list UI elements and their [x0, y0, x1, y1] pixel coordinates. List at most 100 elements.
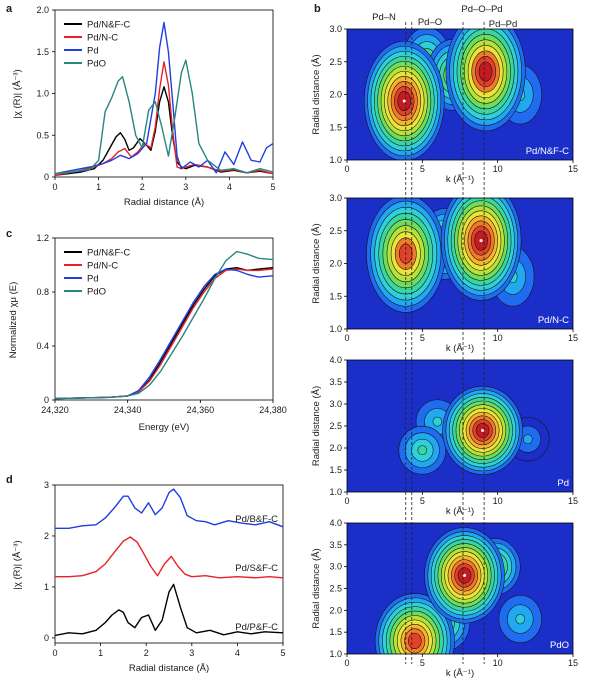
y-tick-label: 1.2 [36, 233, 49, 243]
x-axis-label: Radial distance (Å) [129, 663, 209, 674]
map-sample-name: Pd/N-C [538, 315, 569, 326]
y-tick-label: 1.5 [36, 47, 49, 57]
x-axis-label: k (Å⁻¹) [446, 174, 474, 185]
y-tick-label: 2.5 [329, 57, 342, 67]
y-tick-label: 3.0 [329, 193, 342, 203]
panel-c: 24,320 24,340 24,360 24,380 0 0.4 0.8 1.2 Energ… [8, 233, 287, 433]
x-tick-label: 0 [52, 182, 57, 192]
y-tick-label: 1.0 [329, 324, 342, 334]
y-tick-label: 3 [44, 480, 49, 490]
y-tick-label: 2.5 [329, 584, 342, 594]
y-tick-label: 4.0 [329, 518, 342, 528]
x-tick-label: 2 [144, 648, 149, 658]
y-tick-label: 2.0 [329, 443, 342, 453]
map-sample-name: Pd/N&F-C [526, 146, 569, 157]
x-tick-label: 15 [568, 164, 578, 174]
y-tick-label: 1.5 [329, 291, 342, 301]
series-line-pd-n-f-c [55, 86, 273, 176]
peak-marker [402, 99, 406, 103]
panel-label-a: a [6, 3, 13, 15]
legend-entry: PdO [87, 287, 106, 298]
map-sample-name: Pd [557, 478, 569, 489]
x-tick-label: 24,380 [259, 405, 287, 415]
plot-frame [54, 237, 274, 401]
contour-map-pd-n-c: 1.0 1.5 2.0 2.5 3.0 0 5 10 15 k (Å⁻¹) Radial dista… [311, 193, 578, 354]
legend-entry: Pd/N-C [87, 261, 118, 272]
series-line-pd [55, 268, 273, 400]
y-axis-label: |χ (R)| (Å⁻³) [12, 540, 23, 589]
series-line-pdo [55, 59, 273, 175]
peak-marker [481, 428, 485, 432]
y-tick-label: 1.5 [329, 122, 342, 132]
x-tick-label: 0 [344, 333, 349, 343]
legend-entry: Pd [87, 46, 99, 57]
series-line-pd-n-c [55, 61, 273, 176]
contour-level [478, 61, 493, 82]
y-tick-label: 3.0 [329, 24, 342, 34]
y-tick-label: 1.0 [329, 649, 342, 659]
y-tick-label: 2.5 [329, 421, 342, 431]
x-tick-label: 5 [420, 333, 425, 343]
legend-entry: Pd/N&F-C [87, 20, 130, 31]
bond-annotation: Pd–Pd [489, 19, 518, 30]
x-tick-label: 0 [344, 496, 349, 506]
y-tick-label: 3.5 [329, 540, 342, 550]
series-line-pdo [55, 250, 273, 400]
y-axis-label: Radial distance (Å) [311, 54, 322, 134]
x-tick-label: 0 [52, 648, 57, 658]
y-tick-label: 2.5 [329, 226, 342, 236]
y-tick-label: 2.0 [329, 259, 342, 269]
contour-level [432, 416, 443, 427]
x-tick-label: 1 [98, 648, 103, 658]
x-tick-label: 24,360 [187, 405, 215, 415]
y-tick-label: 4.0 [329, 355, 342, 365]
series-label: Pd/B&F-C [235, 514, 278, 525]
contour-map-pd-n-f-c: 1.0 1.5 2.0 2.5 3.0 0 5 10 15 k (Å⁻¹) Radial dista… [311, 24, 578, 185]
y-tick-label: 2 [44, 531, 49, 541]
contour-level [408, 632, 422, 649]
contour-level [523, 434, 533, 445]
legend-entry: Pd [87, 274, 99, 285]
peak-marker [462, 573, 467, 578]
bond-annotation: Pd–N [372, 12, 396, 23]
y-axis-label: |χ (R)| (Å⁻³) [12, 69, 23, 118]
x-tick-label: 5 [280, 648, 285, 658]
y-axis-label: Normalized χμ (E) [8, 282, 19, 358]
series-label: Pd/P&F-C [235, 622, 278, 633]
plot-frame [54, 484, 284, 644]
x-tick-label: 24,320 [41, 405, 69, 415]
y-axis-label: Radial distance (Å) [311, 548, 322, 628]
x-axis-label: k (Å⁻¹) [446, 668, 474, 679]
x-tick-label: 24,340 [114, 405, 142, 415]
y-tick-label: 3.5 [329, 377, 342, 387]
x-tick-label: 4 [227, 182, 232, 192]
x-tick-label: 5 [420, 658, 425, 668]
y-tick-label: 2.0 [329, 90, 342, 100]
panel-label-b: b [314, 3, 321, 15]
y-tick-label: 1.0 [329, 487, 342, 497]
x-tick-label: 5 [270, 182, 275, 192]
y-tick-label: 2.0 [329, 605, 342, 615]
bond-annotation: Pd–O [418, 17, 442, 28]
y-tick-label: 0 [44, 633, 49, 643]
x-axis-label: Radial distance (Å) [124, 197, 204, 208]
legend-entry: Pd/N&F-C [87, 248, 130, 259]
x-tick-label: 10 [493, 333, 503, 343]
contour-map-pdo: 1.0 1.5 2.0 2.5 3.0 3.5 4.0 0 5 10 15 k (Å⁻¹) Radial… [311, 518, 578, 679]
legend-entry: PdO [87, 59, 106, 70]
y-tick-label: 1.0 [36, 89, 49, 99]
panel-d: 0 1 2 3 4 5 0 1 2 3 Radial distance (Å) |χ (R)| (… [12, 480, 286, 674]
x-tick-label: 5 [420, 496, 425, 506]
x-tick-label: 0 [344, 164, 349, 174]
series-line-pd-b-f-c [55, 488, 283, 529]
y-tick-label: 0.4 [36, 341, 49, 351]
x-tick-label: 3 [189, 648, 194, 658]
x-tick-label: 3 [183, 182, 188, 192]
series-line-pd-s-f-c [55, 536, 283, 579]
x-tick-label: 15 [568, 496, 578, 506]
y-tick-label: 1.5 [329, 627, 342, 637]
x-tick-label: 10 [493, 164, 503, 174]
y-tick-label: 1.5 [329, 465, 342, 475]
panel-a: 0 1 2 3 4 500.51.01.52.0 Radial distance (Å) … [12, 5, 276, 208]
legend-entry: Pd/N-C [87, 33, 118, 44]
